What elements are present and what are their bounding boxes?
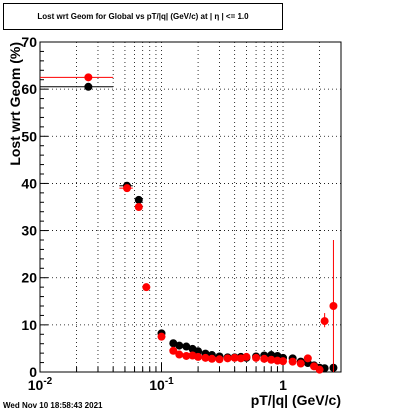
x-tick-label: 10-2 [28, 376, 53, 393]
red-data-point [215, 355, 224, 364]
red-data-point [320, 317, 329, 326]
red-data-point [84, 73, 93, 82]
x-tick-label: 1 [279, 377, 287, 393]
y-tick-label: 70 [21, 34, 37, 50]
black-data-point [134, 195, 143, 204]
red-data-point [267, 355, 276, 364]
red-data-point [296, 359, 305, 368]
red-data-point [242, 352, 251, 361]
red-data-point [207, 354, 216, 363]
red-data-point [142, 283, 151, 292]
chart-title: Lost wrt Geom for Global vs pT/|q| (GeV/… [3, 3, 283, 30]
black-data-point [182, 342, 191, 351]
red-data-point [182, 351, 191, 360]
red-data-point [329, 302, 338, 310]
grid-layer [40, 42, 341, 372]
chart-title-text: Lost wrt Geom for Global vs pT/|q| (GeV/… [37, 12, 249, 21]
y-tick-label: 40 [21, 175, 37, 191]
y-axis-title: Lost wrt Geom (%) [7, 42, 23, 166]
y-tick-label: 30 [21, 223, 37, 239]
black-data-point [84, 82, 93, 91]
red-data-point [201, 353, 210, 362]
red-data-point [169, 346, 178, 355]
red-data-point [260, 354, 269, 363]
red-data-point [288, 357, 297, 366]
red-data-point [303, 354, 312, 363]
red-data-point [134, 203, 143, 211]
y-tick-label: 60 [21, 81, 37, 97]
y-tick-label: 0 [29, 364, 37, 380]
red-data-point [315, 365, 324, 374]
black-data-point [194, 347, 203, 356]
red-data-point [279, 357, 288, 366]
red-data-point [252, 353, 261, 362]
series-layer [40, 73, 338, 374]
red-data-point [157, 332, 166, 341]
axes-layer [39, 41, 342, 373]
x-axis-title: pT/|q| (GeV/c) [251, 392, 341, 408]
y-tick-label: 10 [21, 317, 37, 333]
red-data-point [175, 350, 184, 359]
x-tick-label: 10-1 [149, 376, 174, 393]
red-data-point [123, 184, 132, 193]
y-tick-label: 50 [21, 128, 37, 144]
black-data-point [175, 341, 184, 350]
red-data-point [223, 354, 232, 363]
plot-frame [39, 41, 342, 373]
y-tick-label: 20 [21, 270, 37, 286]
timestamp-label: Wed Nov 10 18:58:43 2021 [3, 401, 103, 410]
red-data-point [194, 352, 203, 361]
labels-layer: 0 10 20 30 40 50 60 70 10-2 10-1 1pT/|q| (GeV/c) Lo… [7, 34, 341, 408]
red-data-point [230, 353, 239, 362]
